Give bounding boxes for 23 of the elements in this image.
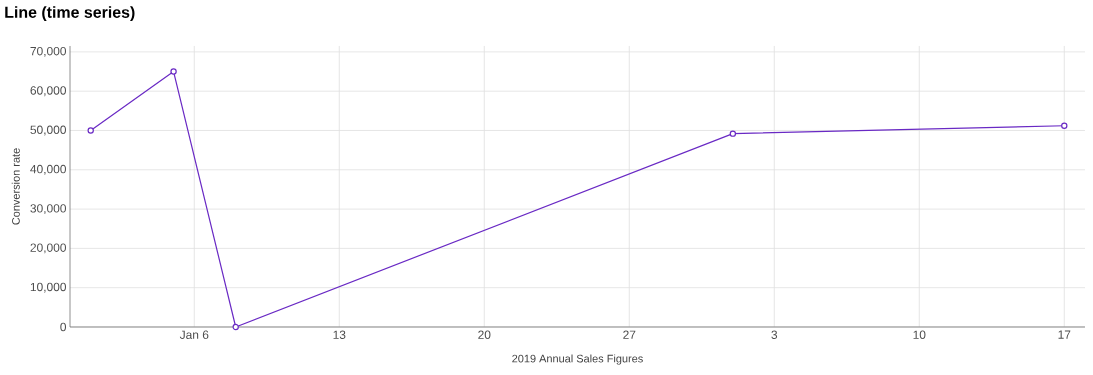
x-axis-title: 2019 Annual Sales Figures [512, 354, 643, 365]
chart-title: Line (time series) [5, 6, 135, 22]
x-tick-label: 3 [771, 330, 778, 339]
x-tick-label: Jan 6 [179, 330, 209, 339]
y-tick-label: 40,000 [30, 164, 67, 175]
x-tick-label: 10 [913, 330, 926, 339]
point [170, 68, 177, 75]
y-tick-label: 10,000 [30, 282, 67, 293]
y-tick-label: 70,000 [30, 46, 67, 57]
x-tick-label: 27 [623, 330, 636, 339]
point [1061, 122, 1068, 129]
x-tick-label: 20 [478, 330, 491, 339]
point [232, 323, 239, 331]
y-tick-label: 60,000 [30, 86, 67, 97]
y-tick-label: 0 [60, 322, 67, 332]
point [87, 127, 94, 134]
y-tick-label: 20,000 [30, 243, 67, 254]
point [729, 130, 737, 137]
y-axis-title: Conversion rate [11, 148, 20, 225]
x-tick-label: 13 [333, 330, 346, 339]
y-tick-label: 30,000 [30, 204, 67, 215]
y-tick-label: 50,000 [30, 125, 67, 136]
x-tick-label: 17 [1058, 330, 1071, 339]
